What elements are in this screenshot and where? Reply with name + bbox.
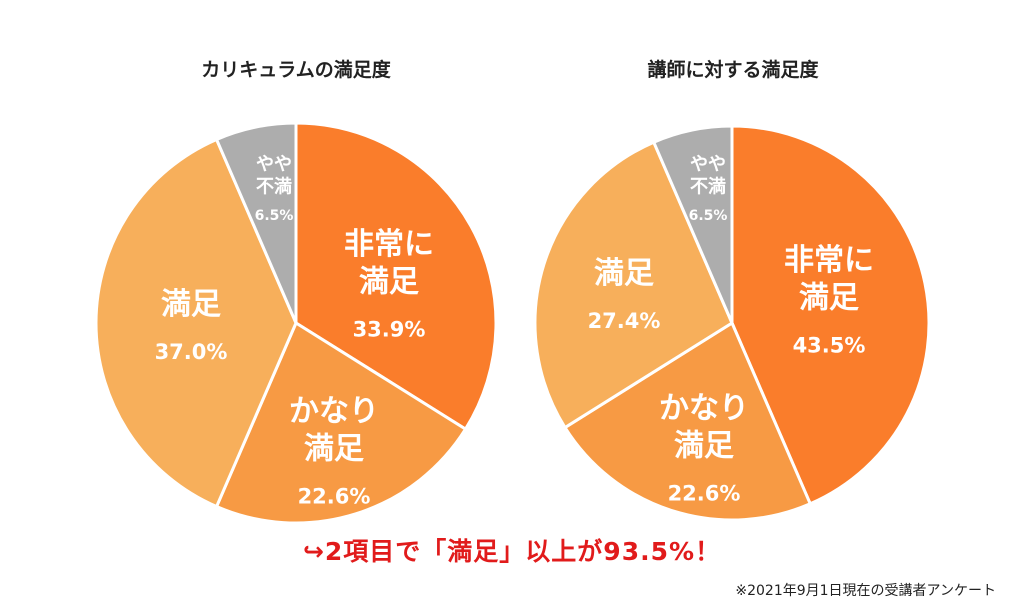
slice-label: 満足 xyxy=(304,432,364,467)
slice-value-label: 6.5% xyxy=(255,208,294,224)
slice-label: かなり xyxy=(289,394,379,429)
slice-label: 満足 xyxy=(359,265,419,300)
slice-label: 非常に xyxy=(344,227,434,262)
pie-slice xyxy=(651,124,734,324)
pie-slice xyxy=(214,121,298,324)
slice-label: 不満 xyxy=(256,176,292,198)
chart-title-instructor: 講師に対する満足度 xyxy=(647,59,819,81)
pie-slice xyxy=(533,140,734,430)
slice-label: 不満 xyxy=(690,176,726,198)
slice-value-label: 6.5% xyxy=(689,208,728,224)
slice-value-label: 22.6% xyxy=(298,484,371,508)
pie-slice xyxy=(730,124,931,506)
charts-area: カリキュラムの満足度 講師に対する満足度 非常に 満足 33.9% かなり 満足 22.6… xyxy=(94,59,931,525)
slice-label: やや xyxy=(256,154,292,175)
pie-slice xyxy=(562,320,813,522)
slice-label: 満足 xyxy=(674,429,734,464)
slice-label: 満足 xyxy=(161,287,221,322)
slice-value-label: 27.4% xyxy=(588,309,661,333)
slice-label: 満足 xyxy=(594,256,654,291)
chart-title-curriculum: カリキュラムの満足度 xyxy=(201,59,391,81)
slice-label: 非常に xyxy=(784,243,874,278)
slice-label: やや xyxy=(690,154,726,175)
pie-slice xyxy=(94,137,298,509)
pie-slice xyxy=(214,320,468,525)
slice-label: かなり xyxy=(659,391,749,426)
slice-value-label: 22.6% xyxy=(668,481,741,505)
slice-value-label: 33.9% xyxy=(353,317,426,341)
headline-summary: ↪2項目で「満足」以上が93.5%！ xyxy=(302,537,722,566)
survey-footnote: ※2021年9月1日現在の受講者アンケート xyxy=(735,583,996,599)
slice-value-label: 43.5% xyxy=(793,333,866,357)
slice-label: 満足 xyxy=(799,281,859,316)
slice-value-label: 37.0% xyxy=(155,340,228,364)
